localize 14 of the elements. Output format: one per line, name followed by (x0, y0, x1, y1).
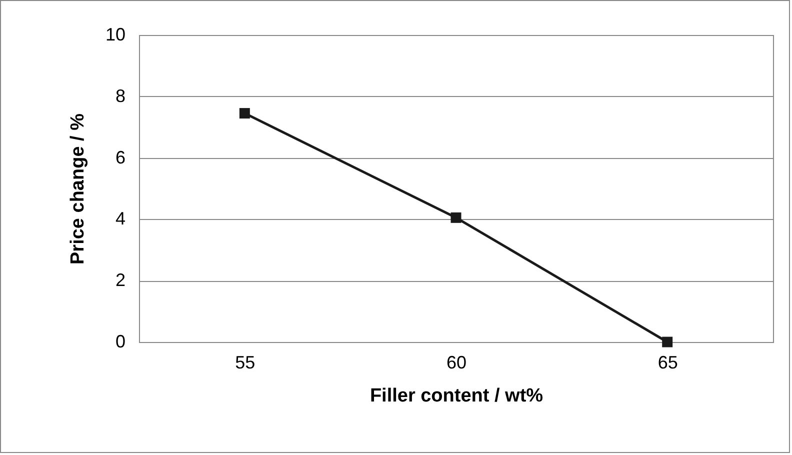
y-tick-label: 2 (115, 270, 126, 290)
y-tick-label: 6 (115, 147, 126, 168)
y-axis-title: Price change / % (67, 113, 88, 265)
y-tick-label: 8 (115, 86, 126, 106)
x-axis-title: Filler content / wt% (370, 386, 544, 406)
point (662, 336, 673, 348)
y-tick-label: 0 (115, 332, 126, 352)
y-tick-label: 10 (105, 24, 126, 44)
x-tick-label: 65 (658, 352, 678, 372)
x-tick-label: 60 (446, 352, 467, 372)
point (450, 212, 462, 223)
point (239, 108, 250, 119)
x-tick-label: 55 (235, 352, 256, 372)
y-tick-label: 4 (115, 208, 126, 229)
